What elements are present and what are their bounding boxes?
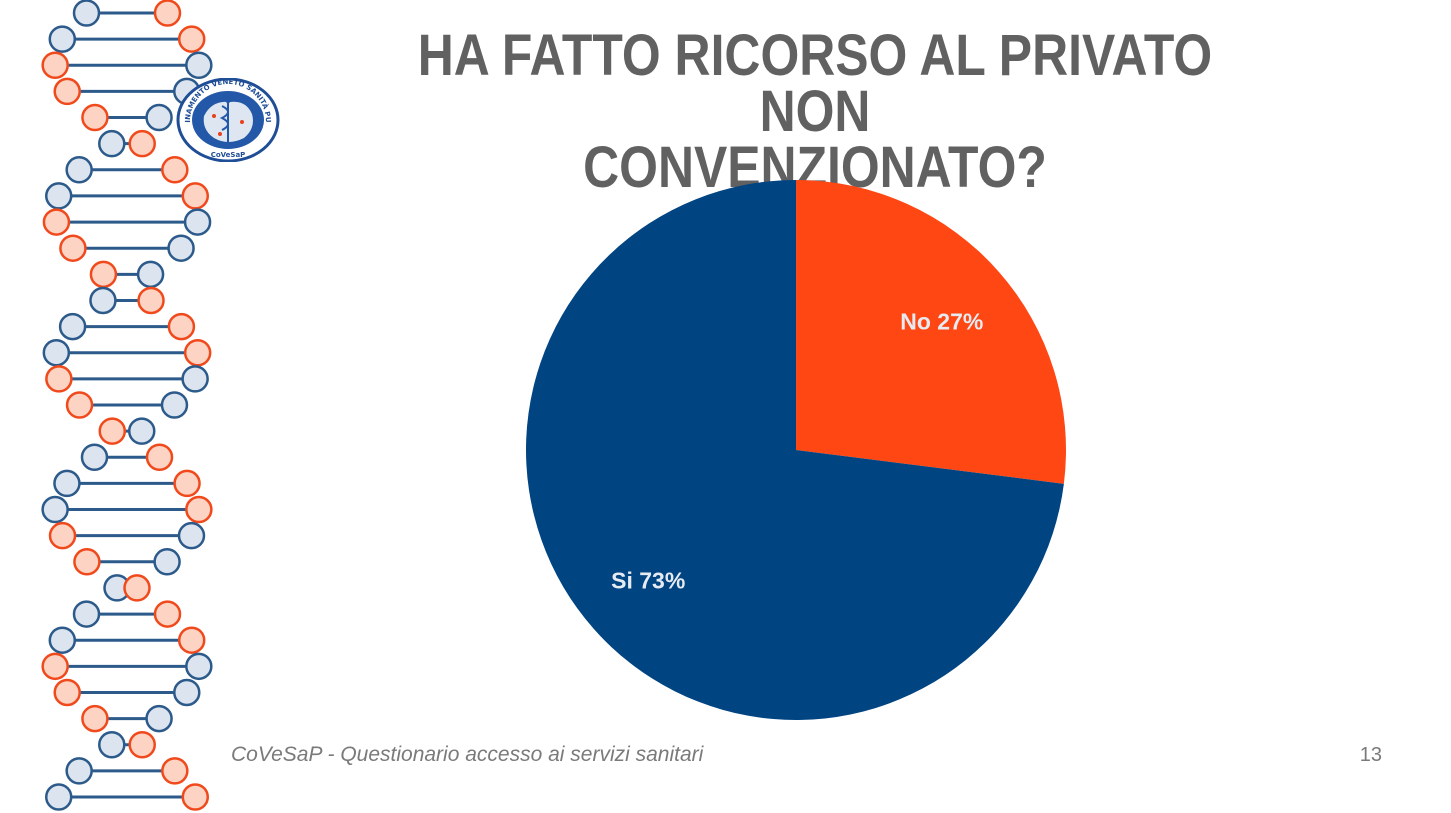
dna-node <box>72 600 101 628</box>
dna-node <box>173 678 201 707</box>
dna-node <box>153 600 182 628</box>
dna-node <box>42 338 71 367</box>
dna-node <box>41 51 69 80</box>
dna-node <box>48 626 77 654</box>
logo-bottom-text: CoVeSaP <box>211 151 246 159</box>
dna-node <box>89 286 117 315</box>
dna-node <box>65 391 94 419</box>
covesap-logo: COORDINAMENTO VENETO SANITÀ PUBBLICA CoV… <box>176 78 280 162</box>
pie-slice-no <box>796 180 1066 484</box>
dna-node <box>173 469 201 498</box>
dna-node <box>128 730 156 759</box>
dna-node <box>161 156 189 184</box>
dna-node <box>181 182 210 210</box>
dna-node <box>145 103 173 132</box>
dna-node <box>98 417 127 445</box>
dna-node <box>65 156 93 184</box>
dna-node <box>145 443 174 472</box>
dna-node <box>45 365 73 393</box>
dna-node <box>73 548 101 576</box>
dna-node <box>185 51 213 80</box>
dna-node <box>41 495 69 524</box>
dna-node <box>137 286 165 315</box>
pie-label-si: Si 73% <box>611 567 685 593</box>
dna-node <box>53 77 81 106</box>
dna-node <box>41 652 69 681</box>
dna-node <box>177 25 206 53</box>
dna-node <box>72 0 101 27</box>
dna-node <box>183 338 212 367</box>
dna-node <box>58 312 87 341</box>
dna-node <box>123 574 151 602</box>
dna-node <box>89 260 118 289</box>
dna-node <box>181 365 209 393</box>
dna-node <box>53 678 81 707</box>
dna-node <box>167 234 195 262</box>
footer-text: CoVeSaP - Questionario accesso ai serviz… <box>231 743 704 766</box>
dna-node <box>127 417 156 445</box>
dna-node <box>53 469 81 498</box>
dna-node <box>185 652 213 681</box>
dna-node <box>81 103 109 132</box>
title-line-1: HA FATTO RICORSO AL PRIVATO NON <box>417 23 1213 144</box>
dna-node <box>181 783 210 811</box>
dna-decoration <box>41 0 213 811</box>
dna-node <box>65 757 93 785</box>
dna-node <box>81 704 109 733</box>
dna-node <box>128 129 156 158</box>
dna-node <box>161 757 189 785</box>
dna-node <box>185 495 213 524</box>
dna-node <box>177 626 206 654</box>
pie-slice-si <box>525 180 1064 720</box>
dna-node <box>59 234 87 262</box>
pie-chart: No 27% Si 73% <box>525 180 1066 720</box>
dna-node <box>44 182 73 210</box>
dna-node <box>80 443 109 472</box>
dna-node <box>136 260 165 289</box>
dna-node <box>48 521 77 550</box>
dna-node <box>48 25 77 53</box>
pie-label-no: No 27% <box>900 308 983 334</box>
dna-node <box>167 312 196 341</box>
dna-node <box>44 783 73 811</box>
dna-node <box>153 0 182 27</box>
dna-node <box>98 730 126 759</box>
dna-node <box>98 129 126 158</box>
dna-node <box>145 704 173 733</box>
dna-node <box>177 521 206 550</box>
dna-node <box>183 208 212 236</box>
dna-node <box>153 548 181 576</box>
dna-node <box>160 391 189 419</box>
dna-node <box>42 208 71 236</box>
page-number: 13 <box>1359 744 1382 766</box>
